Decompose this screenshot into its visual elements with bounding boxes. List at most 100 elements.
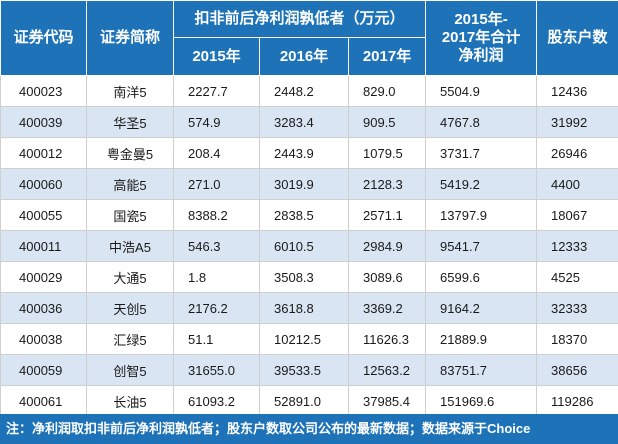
cell-name: 中浩A5 (86, 230, 174, 262)
cell-code: 400029 (0, 261, 87, 293)
table-row: 400059 创智5 31655.0 39533.5 12563.2 83751.7 386… (0, 354, 618, 386)
cell-total: 5419.2 (425, 168, 538, 200)
cell-code: 400061 (0, 385, 87, 417)
cell-name: 大通5 (86, 261, 174, 293)
cell-total: 6599.6 (425, 261, 538, 293)
header-2015: 2015年 (173, 37, 260, 76)
cell-code: 400011 (0, 230, 87, 262)
cell-total: 21889.9 (425, 323, 538, 355)
header-profit-group: 扣非前后净利润孰低者（万元） (172, 0, 427, 38)
cell-2017: 2984.9 (347, 230, 427, 262)
cell-name: 长油5 (86, 385, 174, 417)
header-2017: 2017年 (347, 37, 427, 76)
table-row: 400023 南洋5 2227.7 2448.2 829.0 5504.9 12436 (0, 75, 618, 107)
cell-holders: 26946 (536, 137, 618, 169)
cell-total: 13797.9 (425, 199, 538, 231)
cell-holders: 12436 (536, 75, 618, 107)
cell-holders: 31992 (536, 106, 618, 138)
cell-2015: 2227.7 (173, 75, 260, 107)
header-holders: 股东户数 (536, 0, 618, 76)
cell-name: 高能5 (86, 168, 174, 200)
cell-name: 南洋5 (86, 75, 174, 107)
cell-2016: 3283.4 (259, 106, 349, 138)
header-code: 证券代码 (0, 0, 87, 76)
cell-2015: 51.1 (173, 323, 260, 355)
cell-name: 天创5 (86, 292, 174, 324)
cell-2017: 3369.2 (347, 292, 427, 324)
cell-2015: 271.0 (173, 168, 260, 200)
cell-holders: 4525 (536, 261, 618, 293)
cell-name: 粤金曼5 (86, 137, 174, 169)
table-row: 400060 高能5 271.0 3019.9 2128.3 5419.2 4400 (0, 168, 618, 200)
cell-name: 创智5 (86, 354, 174, 386)
cell-2015: 546.3 (173, 230, 260, 262)
cell-2015: 208.4 (173, 137, 260, 169)
cell-2017: 829.0 (347, 75, 427, 107)
table-row: 400055 国瓷5 8388.2 2838.5 2571.1 13797.9 18067 (0, 199, 618, 231)
profit-table: 证券代码 证券简称 扣非前后净利润孰低者（万元） 2015年- 2017年合计 … (0, 0, 618, 417)
cell-2016: 2448.2 (259, 75, 349, 107)
cell-total: 4767.8 (425, 106, 538, 138)
table-row: 400011 中浩A5 546.3 6010.5 2984.9 9541.7 12333 (0, 230, 618, 262)
cell-2016: 3019.9 (259, 168, 349, 200)
cell-2017: 3089.6 (347, 261, 427, 293)
cell-code: 400059 (0, 354, 87, 386)
cell-2017: 37985.4 (347, 385, 427, 417)
cell-total: 3731.7 (425, 137, 538, 169)
cell-holders: 18370 (536, 323, 618, 355)
table-row: 400029 大通5 1.8 3508.3 3089.6 6599.6 4525 (0, 261, 618, 293)
cell-total: 83751.7 (425, 354, 538, 386)
cell-code: 400036 (0, 292, 87, 324)
cell-holders: 12333 (536, 230, 618, 262)
cell-holders: 38656 (536, 354, 618, 386)
cell-name: 华圣5 (86, 106, 174, 138)
header-name: 证券简称 (86, 0, 174, 76)
cell-total: 9164.2 (425, 292, 538, 324)
cell-2015: 1.8 (173, 261, 260, 293)
cell-2015: 574.9 (173, 106, 260, 138)
cell-name: 国瓷5 (86, 199, 174, 231)
header-total: 2015年- 2017年合计 净利润 (425, 0, 538, 76)
table-row: 400061 长油5 61093.2 52891.0 37985.4 151969.6 11… (0, 385, 618, 417)
cell-2017: 12563.2 (347, 354, 427, 386)
cell-2017: 1079.5 (347, 137, 427, 169)
cell-2017: 2571.1 (347, 199, 427, 231)
table-row: 400036 天创5 2176.2 3618.8 3369.2 9164.2 32333 (0, 292, 618, 324)
cell-2016: 52891.0 (259, 385, 349, 417)
cell-holders: 4400 (536, 168, 618, 200)
cell-2016: 6010.5 (259, 230, 349, 262)
header-2016: 2016年 (259, 37, 349, 76)
cell-2016: 2443.9 (259, 137, 349, 169)
table-row: 400038 汇绿5 51.1 10212.5 11626.3 21889.9 18370 (0, 323, 618, 355)
table-row: 400039 华圣5 574.9 3283.4 909.5 4767.8 31992 (0, 106, 618, 138)
cell-code: 400055 (0, 199, 87, 231)
cell-code: 400012 (0, 137, 87, 169)
cell-code: 400060 (0, 168, 87, 200)
table-row: 400012 粤金曼5 208.4 2443.9 1079.5 3731.7 26946 (0, 137, 618, 169)
table-body: 400023 南洋5 2227.7 2448.2 829.0 5504.9 12436 400… (0, 75, 618, 417)
table-footnote: 注：净利润取扣非前后净利润孰低者；股东户数取公司公布的最新数据；数据来源于Cho… (0, 414, 618, 444)
cell-2017: 11626.3 (347, 323, 427, 355)
cell-code: 400039 (0, 106, 87, 138)
cell-total: 5504.9 (425, 75, 538, 107)
cell-2016: 2838.5 (259, 199, 349, 231)
cell-holders: 18067 (536, 199, 618, 231)
cell-name: 汇绿5 (86, 323, 174, 355)
cell-2017: 909.5 (347, 106, 427, 138)
cell-2016: 39533.5 (259, 354, 349, 386)
cell-2016: 3508.3 (259, 261, 349, 293)
cell-holders: 119286 (536, 385, 618, 417)
cell-holders: 32333 (536, 292, 618, 324)
cell-code: 400023 (0, 75, 87, 107)
cell-2015: 31655.0 (173, 354, 260, 386)
cell-total: 9541.7 (425, 230, 538, 262)
cell-2015: 61093.2 (173, 385, 260, 417)
cell-2015: 2176.2 (173, 292, 260, 324)
cell-2017: 2128.3 (347, 168, 427, 200)
cell-total: 151969.6 (425, 385, 538, 417)
cell-2016: 10212.5 (259, 323, 349, 355)
cell-code: 400038 (0, 323, 87, 355)
cell-2015: 8388.2 (173, 199, 260, 231)
cell-2016: 3618.8 (259, 292, 349, 324)
